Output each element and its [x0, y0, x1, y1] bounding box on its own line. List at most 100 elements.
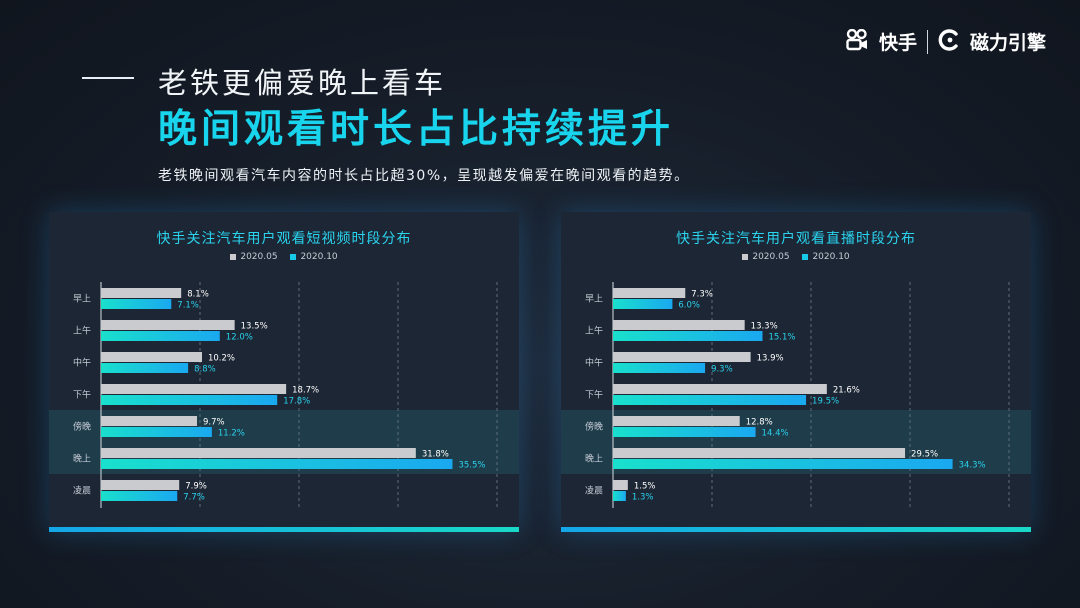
category-label: 傍晚 — [73, 421, 91, 433]
data-label-2020-05: 13.5% — [241, 322, 268, 332]
legend-swatch-2020-10 — [802, 254, 809, 260]
bar-2020-05 — [613, 288, 686, 298]
category-label: 早上 — [585, 294, 603, 305]
cili-brand-name: 磁力引擎 — [969, 32, 1046, 54]
legend-item-2020-05: 2020.05 — [742, 252, 790, 262]
data-label-2020-10: 35.5% — [458, 461, 485, 471]
bar-2020-10 — [613, 331, 763, 341]
category-label: 晚上 — [585, 454, 603, 465]
category-label: 傍晚 — [585, 421, 603, 433]
data-label-2020-05: 29.5% — [911, 450, 938, 460]
legend-swatch-2020-05 — [742, 254, 749, 260]
data-label-2020-10: 14.4% — [762, 429, 789, 439]
data-label-2020-05: 1.5% — [634, 482, 656, 492]
brand-divider — [926, 29, 928, 54]
data-label-2020-05: 7.3% — [691, 290, 713, 300]
bar-2020-10 — [613, 427, 756, 437]
data-label-2020-05: 13.3% — [751, 322, 778, 332]
kuaishou-logo-icon — [845, 28, 869, 55]
bar-2020-05 — [101, 416, 198, 426]
data-label-2020-05: 9.7% — [203, 418, 225, 428]
data-label-2020-05: 18.7% — [292, 386, 319, 396]
data-label-2020-05: 12.8% — [746, 418, 773, 428]
data-label-2020-10: 19.5% — [812, 397, 839, 407]
legend-label-2020-05: 2020.05 — [240, 252, 278, 262]
bar-2020-05 — [613, 448, 906, 458]
bar-2020-10 — [101, 427, 212, 437]
legend-label-2020-05: 2020.05 — [752, 252, 790, 262]
legend-item-2020-10: 2020.10 — [290, 252, 338, 262]
data-label-2020-10: 34.3% — [959, 461, 986, 471]
category-label: 凌晨 — [585, 485, 603, 497]
legend-label-2020-10: 2020.10 — [300, 252, 338, 262]
bar-2020-10 — [101, 459, 453, 469]
chart-title: 快手关注汽车用户观看直播时段分布 — [676, 231, 916, 247]
data-label-2020-10: 8.8% — [194, 365, 216, 375]
data-label-2020-10: 11.2% — [218, 429, 245, 439]
category-label: 上午 — [73, 325, 91, 337]
data-label-2020-10: 7.1% — [177, 301, 199, 311]
bar-2020-10 — [613, 299, 673, 309]
legend-swatch-2020-05 — [230, 254, 237, 260]
bar-2020-10 — [613, 363, 706, 373]
bar-2020-10 — [101, 491, 178, 501]
bar-2020-05 — [101, 448, 416, 458]
livestream-chart-panel: 快手关注汽车用户观看直播时段分布 2020.05 2020.10 早上 7.3% 6… — [561, 212, 1031, 532]
livestream-bar-chart: 早上 7.3%6.0% 上午 13.3%15.1% 中午 13.9% 9.3% 下午 21.6%… — [561, 282, 1031, 508]
data-label-2020-10: 12.0% — [226, 333, 253, 343]
legend-item-2020-10: 2020.10 — [802, 252, 850, 262]
data-label-2020-10: 9.3% — [711, 365, 733, 375]
kuaishou-brand-name: 快手 — [878, 32, 917, 54]
title-decoration-line — [82, 77, 134, 79]
bar-2020-05 — [613, 352, 751, 362]
chart-legend: 2020.05 2020.10 — [49, 252, 519, 263]
page-subtitle: 老铁更偏爱晚上看车 — [158, 66, 447, 100]
category-label: 下午 — [585, 389, 603, 401]
category-label: 下午 — [73, 389, 91, 401]
bar-2020-05 — [613, 416, 740, 426]
data-label-2020-10: 6.0% — [678, 301, 700, 311]
page-description: 老铁晚间观看汽车内容的时长占比超30%，呈现越发偏爱在晚间观看的趋势。 — [158, 168, 690, 184]
legend-swatch-2020-10 — [290, 254, 297, 260]
category-label: 中午 — [585, 357, 603, 369]
bar-2020-05 — [101, 320, 235, 330]
brand-logos: 快手 磁力引擎 — [845, 28, 1046, 55]
data-label-2020-05: 21.6% — [833, 386, 860, 396]
bar-2020-05 — [101, 384, 287, 394]
cili-logo-icon — [938, 28, 960, 55]
bar-2020-10 — [101, 331, 220, 341]
bar-2020-05 — [613, 480, 628, 490]
category-label: 凌晨 — [73, 485, 91, 497]
bar-2020-10 — [613, 459, 953, 469]
data-label-2020-10: 17.8% — [283, 397, 310, 407]
data-label-2020-05: 13.9% — [757, 354, 784, 364]
bar-2020-10 — [613, 491, 626, 501]
bar-2020-05 — [101, 352, 202, 362]
short-video-chart-panel: 快手关注汽车用户观看短视频时段分布 2020.05 2020.10 早上 8.1%… — [49, 212, 519, 532]
data-label-2020-05: 31.8% — [422, 450, 449, 460]
chart-legend: 2020.05 2020.10 — [561, 252, 1031, 263]
bar-2020-10 — [613, 395, 807, 405]
bar-2020-05 — [101, 480, 180, 490]
bar-2020-05 — [613, 320, 745, 330]
bar-2020-05 — [613, 384, 827, 394]
bar-2020-10 — [101, 395, 278, 405]
data-label-2020-05: 10.2% — [208, 354, 235, 364]
data-label-2020-05: 7.9% — [185, 482, 207, 492]
category-label: 上午 — [585, 325, 603, 337]
data-label-2020-10: 7.7% — [183, 493, 205, 503]
chart-title: 快手关注汽车用户观看短视频时段分布 — [156, 231, 412, 247]
data-label-2020-10: 1.3% — [632, 493, 654, 503]
legend-label-2020-10: 2020.10 — [812, 252, 850, 262]
data-label-2020-05: 8.1% — [187, 290, 209, 300]
bar-2020-10 — [101, 363, 189, 373]
category-label: 中午 — [73, 357, 91, 369]
bar-2020-05 — [101, 288, 182, 298]
category-label: 晚上 — [73, 454, 91, 465]
page-headline: 晚间观看时长占比持续提升 — [158, 107, 675, 152]
data-label-2020-10: 15.1% — [768, 333, 795, 343]
bar-2020-10 — [101, 299, 172, 309]
category-label: 早上 — [73, 294, 91, 305]
short-video-bar-chart: 早上 8.1%7.1% 上午 13.5%12.0% 中午 10.2%8.8% 下午 18.7%… — [49, 282, 519, 508]
legend-item-2020-05: 2020.05 — [230, 252, 278, 262]
